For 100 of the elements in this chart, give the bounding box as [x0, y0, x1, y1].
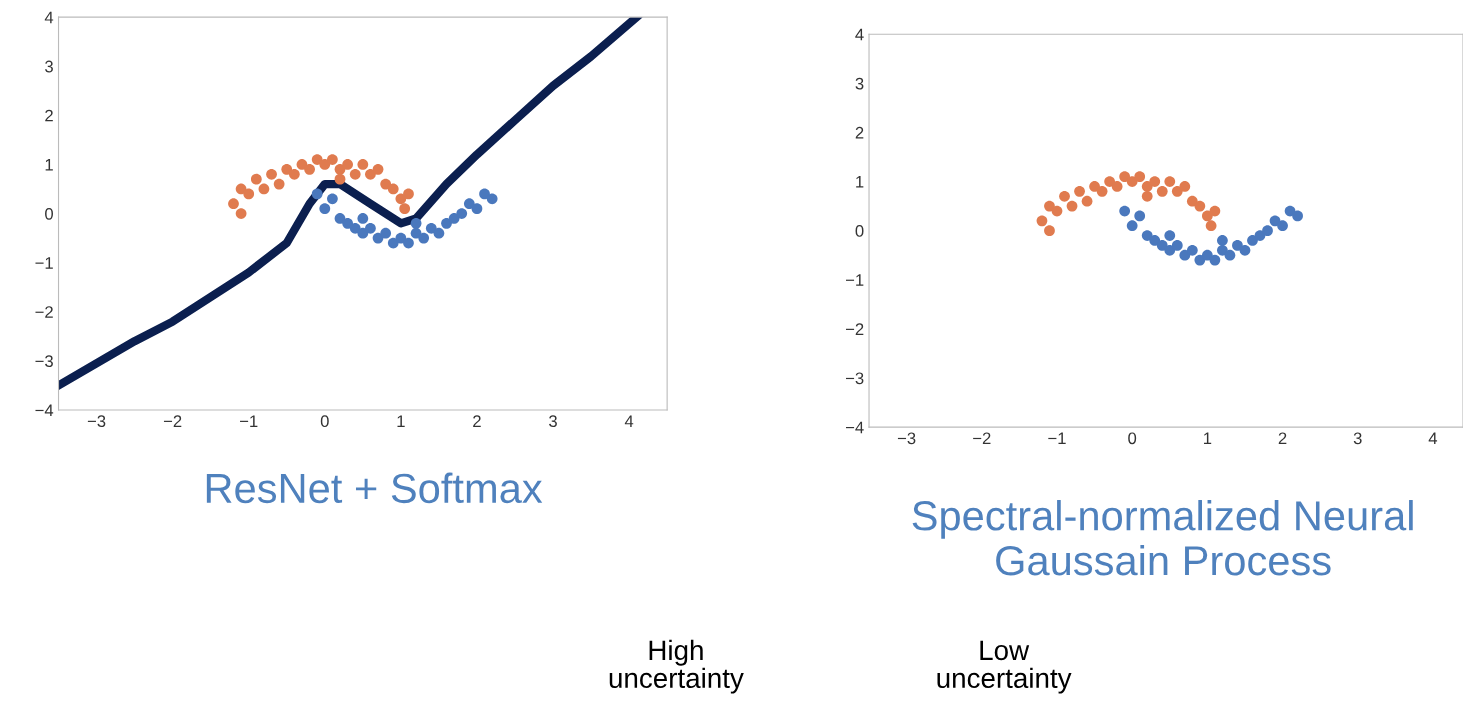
point	[1284, 205, 1296, 217]
point	[1164, 244, 1176, 256]
text: Spectral-normalized Neural Gaussain Process	[912, 500, 1413, 576]
point	[448, 213, 460, 224]
point	[1156, 185, 1168, 197]
text: Low uncertainty	[937, 640, 1072, 694]
x-tick-label: −3	[897, 432, 916, 445]
point	[1149, 235, 1161, 246]
point	[1247, 235, 1258, 246]
text: ResNet + Softmax	[206, 472, 543, 504]
point	[463, 198, 475, 210]
point	[387, 183, 399, 195]
point	[342, 217, 353, 229]
y-tick-label: 0	[45, 207, 54, 220]
point	[1217, 235, 1228, 246]
point	[1171, 240, 1183, 251]
point	[357, 159, 369, 170]
point	[1089, 181, 1100, 192]
point	[357, 213, 369, 224]
point	[380, 227, 392, 239]
x-tick-label: 0	[1128, 432, 1137, 445]
point	[1194, 200, 1206, 212]
point	[1119, 205, 1131, 217]
point	[281, 163, 293, 175]
point	[479, 188, 490, 200]
point	[1134, 171, 1146, 183]
point	[1164, 176, 1176, 187]
point	[273, 178, 285, 190]
point	[349, 222, 361, 234]
point	[1096, 185, 1108, 197]
point	[349, 168, 361, 180]
point	[319, 203, 331, 215]
point	[410, 217, 422, 229]
y-tick-label: 2	[855, 126, 864, 139]
point	[1126, 220, 1138, 232]
x-tick-label: 4	[1428, 432, 1438, 445]
x-tick-label: 2	[473, 415, 481, 427]
x-tick-label: 1	[397, 415, 405, 427]
point	[1156, 240, 1168, 251]
point	[1141, 190, 1153, 202]
point	[1051, 205, 1063, 217]
point	[1044, 225, 1055, 237]
point	[1141, 230, 1153, 241]
point	[365, 168, 376, 180]
point	[403, 237, 414, 249]
point	[235, 183, 247, 195]
point	[1179, 181, 1191, 192]
y-tick-label: −2	[845, 323, 864, 335]
point	[250, 173, 262, 185]
point	[387, 237, 399, 249]
point	[1119, 171, 1131, 183]
y-tick-label: −1	[845, 274, 864, 286]
y-tick-label: −3	[35, 355, 53, 368]
point	[342, 159, 353, 170]
point	[288, 168, 300, 180]
point	[1164, 230, 1176, 241]
point	[1059, 190, 1070, 202]
y-tick-label: 2	[45, 109, 53, 122]
point	[1186, 244, 1198, 256]
point	[1149, 176, 1161, 187]
point	[1292, 210, 1303, 222]
point	[228, 198, 239, 210]
y-tick-label: 0	[855, 225, 864, 237]
y-tick-label: 1	[45, 159, 53, 171]
point	[433, 227, 445, 239]
point	[1104, 176, 1115, 187]
point	[399, 203, 411, 215]
x-tick-label: −2	[163, 415, 182, 427]
y-tick-label: −2	[35, 306, 53, 318]
point	[1074, 185, 1085, 197]
y-tick-label: −4	[845, 421, 864, 434]
point	[1209, 254, 1221, 266]
point	[1036, 215, 1048, 227]
point	[441, 217, 452, 229]
y-tick-label: 3	[45, 60, 53, 73]
point	[372, 232, 384, 244]
y-tick-label: −3	[845, 372, 864, 385]
point	[1277, 220, 1288, 232]
x-tick-label: 3	[549, 415, 557, 428]
y-tick-label: 4	[855, 28, 864, 41]
point	[1239, 244, 1251, 256]
point	[1111, 181, 1123, 192]
point	[243, 188, 255, 200]
y-tick-label: 3	[855, 77, 864, 90]
point	[319, 159, 331, 170]
point	[425, 222, 437, 234]
point	[418, 232, 430, 244]
point	[334, 213, 346, 224]
y-tick-label: 4	[44, 11, 54, 24]
point	[311, 188, 323, 200]
point	[235, 208, 247, 219]
point	[486, 193, 498, 205]
point	[327, 193, 338, 205]
x-tick-label: 3	[1353, 432, 1362, 445]
point	[266, 168, 277, 180]
point	[1209, 205, 1221, 217]
y-tick-label: −4	[35, 404, 54, 417]
x-tick-label: 4	[624, 415, 634, 427]
x-tick-label: 0	[320, 415, 329, 428]
point	[1081, 195, 1093, 207]
